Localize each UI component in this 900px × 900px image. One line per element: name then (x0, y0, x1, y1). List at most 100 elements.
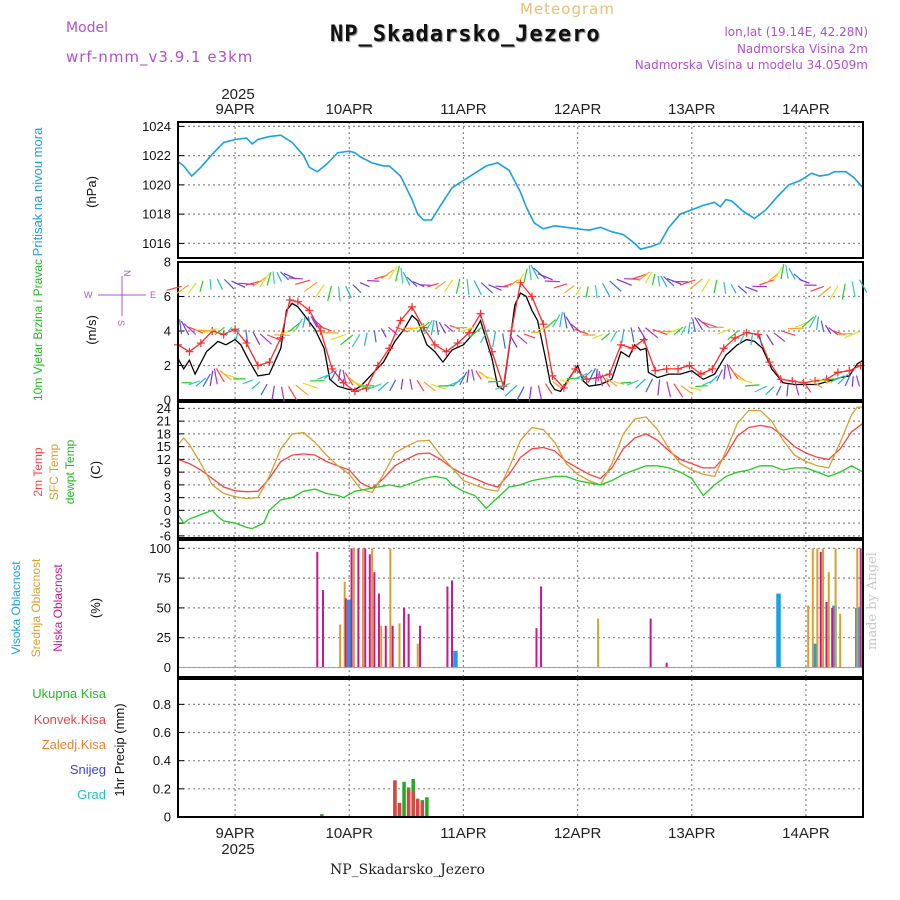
wind-arrow (773, 332, 786, 343)
wind-gust-marker (396, 316, 405, 325)
precip-bar-ukupna-kisa (320, 814, 324, 817)
wind-arrow (651, 273, 656, 286)
wind-arrow (816, 316, 820, 330)
wind-gust-marker (753, 330, 762, 339)
wind-gust-marker (548, 371, 557, 380)
temperature-series-sfc-temp (177, 406, 863, 500)
wind-gust-marker (453, 339, 462, 348)
model-label: Model (66, 20, 109, 36)
meteogram-title: Meteogram (520, 0, 615, 18)
wind-arrow (602, 282, 610, 297)
legend-konvek-kisa: Konvek.Kisa (34, 712, 107, 727)
wind-arrow (288, 386, 298, 401)
wind-arrow (466, 279, 470, 295)
wind-arrow (530, 264, 539, 280)
wind-gust-marker (305, 306, 314, 315)
wind-arrow (552, 314, 561, 328)
wind-arrow (692, 318, 696, 333)
temperature-ytick-label: -6 (159, 528, 171, 543)
wind-arrow (330, 370, 337, 380)
wind-arrow (195, 377, 207, 387)
temperature-ytick-label: 18 (157, 426, 171, 441)
bottom-year-label: 2025 (221, 841, 254, 858)
wind-arrow (660, 275, 668, 287)
wind-arrow (323, 370, 334, 380)
wind-arrow (340, 334, 354, 346)
precip-ytick-label: 0.8 (153, 697, 171, 712)
wind-arrow (259, 273, 270, 287)
cloud-ytick-label: 0 (164, 660, 171, 675)
temp-2m-title: 2m Temp (31, 447, 45, 496)
legend-zaledj-kisa: Zaledj.Kisa (42, 737, 107, 752)
wind-arrow (310, 316, 318, 328)
wind-arrow (380, 328, 387, 338)
wind-arrow (564, 285, 575, 294)
wind-arrow (559, 379, 571, 384)
pressure-ytick-label: 1018 (142, 207, 171, 222)
wind-arrow (242, 379, 254, 385)
footer-station-name: NP_Skadarsko_Jezero (330, 862, 485, 878)
wind-arrow (238, 282, 255, 286)
wind-gust-marker (527, 292, 536, 301)
wind-arrow (235, 327, 240, 340)
lon-lat-label: lon,lat (19.14E, 42.28N) (724, 25, 868, 39)
cloud-high-title: Visoka Oblacnost (9, 561, 23, 655)
panel-wind: 0 2 4 6 8 (164, 255, 865, 408)
cloud-bar-niska-oblacnost (350, 548, 353, 668)
wind-arrow (609, 280, 622, 292)
wind-arrow (455, 278, 461, 294)
wind-arrow (431, 383, 447, 390)
bottom-day-label: 9APR (215, 825, 254, 842)
wind-arrow (504, 384, 518, 397)
wind-arrow (737, 285, 748, 294)
cloud-bar-visoka-oblacnost (812, 643, 818, 668)
wind-arrow (553, 283, 568, 289)
precip-ytick-label: 0 (164, 810, 171, 825)
wind-arrow (726, 363, 732, 379)
wind-gust-marker (465, 328, 474, 337)
wind-arrow (709, 375, 719, 384)
wind-arrow (808, 314, 817, 329)
cloud-ytick-label: 75 (157, 571, 171, 586)
wind-arrow (837, 373, 849, 385)
cloud-bar-niska-oblacnost (364, 548, 367, 668)
legend-grad: Grad (77, 787, 106, 802)
temperature-ytick-label: 21 (157, 414, 171, 429)
wind-arrow (187, 282, 197, 294)
wind-gust-marker (316, 327, 325, 335)
wind-arrow (552, 380, 562, 389)
wind-arrow (657, 275, 661, 287)
temperature-ytick-label: 9 (164, 465, 171, 480)
wind-arrow (482, 374, 496, 381)
wind-arrow (594, 368, 598, 385)
wind-arrow (610, 330, 618, 343)
wind-arrow (516, 386, 525, 401)
pressure-unit: (hPa) (84, 176, 99, 208)
wind-arrow (730, 283, 737, 294)
wind-arrow (758, 334, 763, 346)
wind-arrow (528, 386, 532, 402)
wind-arrow (480, 282, 493, 294)
wind-arrow (416, 321, 430, 333)
cloud-bar-srednja-oblacnost (839, 613, 842, 668)
wind-arrow (716, 369, 723, 382)
wind-arrow (213, 368, 218, 385)
wind-arrow (471, 369, 475, 381)
wind-arrow (689, 278, 703, 290)
temperature-ytick-label: 24 (157, 401, 171, 416)
cloud-bar-niska-oblacnost (665, 662, 668, 668)
wind-arrow (388, 326, 398, 336)
wind-arrow (745, 384, 760, 387)
wind-arrow (786, 384, 789, 397)
wind-arrow (251, 381, 261, 390)
top-day-label: 12APR (554, 101, 602, 118)
wind-gust-marker (685, 361, 694, 370)
wind-arrow (801, 316, 815, 328)
cloud-bar-niska-oblacnost (357, 548, 360, 668)
cloud-bar-srednja-oblacnost (380, 625, 383, 668)
cloud-bar-niska-oblacnost (373, 572, 376, 668)
wind-arrow (563, 312, 568, 329)
precip-bar-konvek-kisa (416, 800, 420, 817)
wind-gust-marker (742, 328, 751, 337)
wind-arrow (307, 316, 311, 328)
